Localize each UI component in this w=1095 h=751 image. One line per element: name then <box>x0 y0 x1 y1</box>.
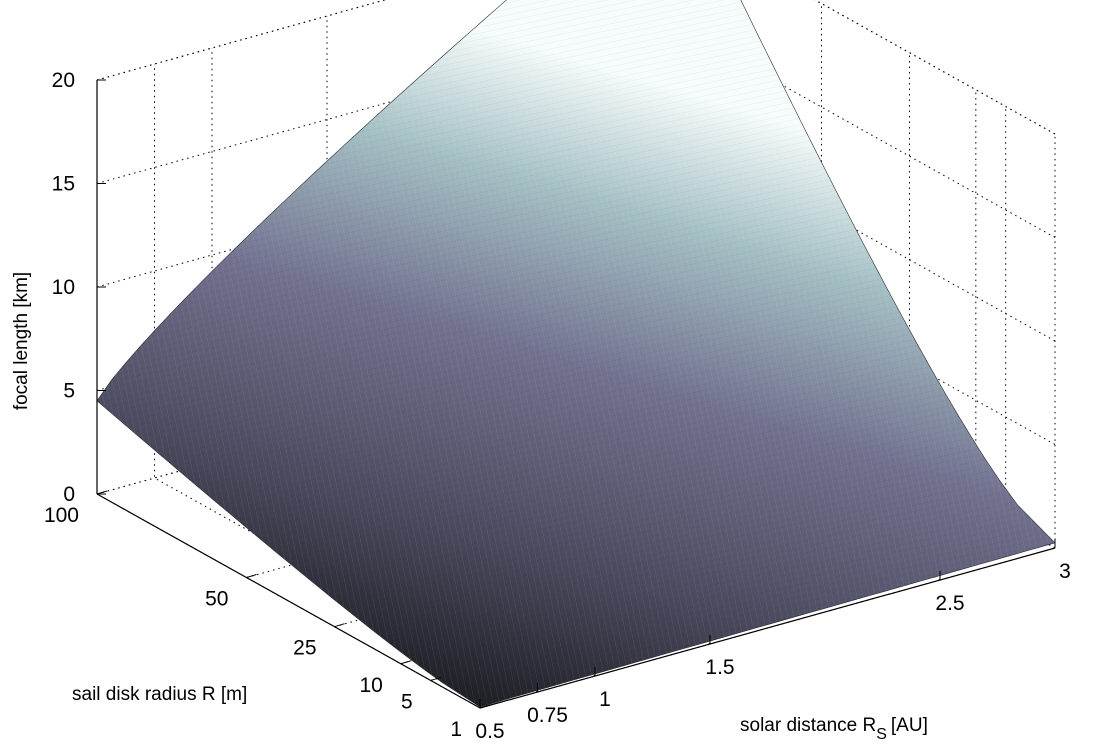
x-tick-label: 0.5 <box>475 720 504 743</box>
z-axis-label: focal length [km] <box>11 272 32 410</box>
z-tick-label: 15 <box>52 173 75 196</box>
z-tick-label: 20 <box>52 69 75 92</box>
surface-mesh <box>97 0 1055 707</box>
y-tick-label: 25 <box>293 637 316 660</box>
y-tick-label: 5 <box>401 690 413 713</box>
x-tick-label: 0.75 <box>527 704 568 727</box>
z-tick-label: 5 <box>63 380 75 403</box>
x-tick-label: 1.5 <box>705 656 734 679</box>
x-axis-label-main: solar distance R <box>740 715 876 736</box>
y-tick <box>479 704 491 709</box>
y-tick-label: 1 <box>450 718 462 741</box>
y-axis-label: sail disk radius R [m] <box>72 684 247 705</box>
axes <box>96 79 1056 709</box>
y-tick <box>400 660 411 665</box>
box-edge <box>96 0 1056 135</box>
x-axis-label-unit: [AU] <box>891 715 928 736</box>
x-axis-line <box>479 547 1056 709</box>
y-tick-label: 50 <box>205 588 228 611</box>
surface <box>96 0 1056 708</box>
x-tick-label: 2.5 <box>935 592 964 615</box>
z-tick-label: 10 <box>52 276 75 299</box>
x-tick-label: 1 <box>599 688 611 711</box>
grid-line-z <box>96 22 1056 238</box>
x-axis-label-subscript: S <box>876 726 887 743</box>
y-tick <box>334 623 345 628</box>
y-tick-label: 10 <box>359 674 382 697</box>
x-axis-label: solar distance RS [AU] <box>740 715 928 743</box>
y-tick-label: 100 <box>44 504 79 527</box>
y-tick <box>430 676 441 681</box>
y-axis-line <box>96 493 481 709</box>
z-tick-label: 0 <box>63 483 75 506</box>
y-tick <box>246 574 257 579</box>
x-tick-label: 3 <box>1059 560 1071 583</box>
